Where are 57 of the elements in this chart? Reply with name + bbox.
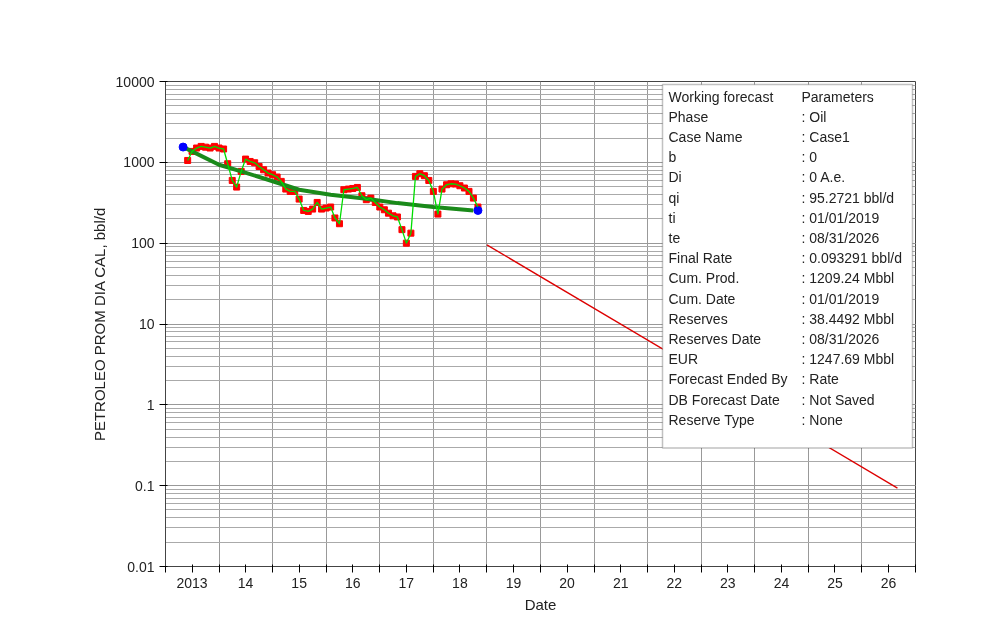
x-tick-label: 15 bbox=[291, 574, 308, 591]
x-tick-label: 16 bbox=[345, 574, 361, 591]
annotation: EUR bbox=[668, 351, 699, 368]
annotation: : 0 bbox=[801, 149, 818, 166]
annotation: te bbox=[668, 229, 681, 246]
annotation: DB Forecast Date bbox=[668, 391, 780, 408]
y-tick-label: 0.1 bbox=[135, 477, 155, 494]
annotation: : Case1 bbox=[801, 128, 850, 145]
annotation: : 1247.69 Mbbl bbox=[801, 351, 895, 368]
annotation: Phase bbox=[668, 108, 709, 125]
annotation: : 1209.24 Mbbl bbox=[801, 270, 895, 287]
annotation: : Rate bbox=[801, 371, 840, 388]
y-axis-title: PETROLEO PROM DIA CAL, bbl/d bbox=[90, 207, 108, 442]
annotation: : None bbox=[801, 411, 843, 428]
annotation: : 0 A.e. bbox=[801, 169, 846, 186]
annotation: Parameters bbox=[801, 88, 874, 105]
x-tick-label: 22 bbox=[666, 574, 683, 591]
annotation: b bbox=[668, 149, 677, 166]
annotation: Di bbox=[668, 169, 682, 186]
x-tick-label: 2013 bbox=[176, 574, 208, 591]
x-tick-label: 20 bbox=[559, 574, 576, 591]
x-tick-label: 17 bbox=[398, 574, 415, 591]
annotation: : 0.093291 bbl/d bbox=[801, 250, 902, 267]
y-tick-label: 1 bbox=[146, 396, 155, 413]
y-tick-label: 10000 bbox=[115, 73, 155, 90]
annotation: Forecast Ended By bbox=[668, 371, 788, 388]
annotation: : 95.2721 bbl/d bbox=[801, 189, 895, 206]
x-tick-label: 25 bbox=[827, 574, 843, 591]
x-tick-label: 18 bbox=[452, 574, 468, 591]
x-tick-label: 21 bbox=[612, 574, 629, 591]
x-axis-title: Date bbox=[524, 595, 557, 613]
annotation: Reserves Date bbox=[668, 330, 762, 347]
x-tick-label: 14 bbox=[237, 574, 254, 591]
y-tick-label: 100 bbox=[131, 235, 155, 252]
annotation: : 08/31/2026 bbox=[801, 330, 880, 347]
annotation: : 01/01/2019 bbox=[801, 290, 880, 307]
annotation: Working forecast bbox=[668, 88, 774, 105]
annotation: Cum. Date bbox=[668, 290, 736, 307]
annotation: : 08/31/2026 bbox=[801, 229, 880, 246]
annotation: Reserves bbox=[668, 310, 728, 327]
annotation: qi bbox=[668, 189, 680, 206]
x-tick-label: 23 bbox=[719, 574, 736, 591]
x-tick-label: 19 bbox=[505, 574, 522, 591]
annotation: Cum. Prod. bbox=[668, 270, 740, 287]
annotation: Case Name bbox=[668, 128, 743, 145]
x-tick-label: 26 bbox=[880, 574, 897, 591]
x-tick-label: 24 bbox=[773, 574, 790, 591]
annotation: : 38.4492 Mbbl bbox=[801, 310, 895, 327]
annotation: Final Rate bbox=[668, 250, 733, 267]
y-tick-label: 0.01 bbox=[127, 558, 155, 575]
annotation: ti bbox=[668, 209, 676, 226]
annotation: : Oil bbox=[801, 108, 827, 125]
annotation: : 01/01/2019 bbox=[801, 209, 880, 226]
annotation: : Not Saved bbox=[801, 391, 875, 408]
y-tick-label: 10 bbox=[138, 316, 155, 332]
y-tick-label: 1000 bbox=[123, 154, 155, 171]
annotation: Reserve Type bbox=[668, 411, 755, 428]
